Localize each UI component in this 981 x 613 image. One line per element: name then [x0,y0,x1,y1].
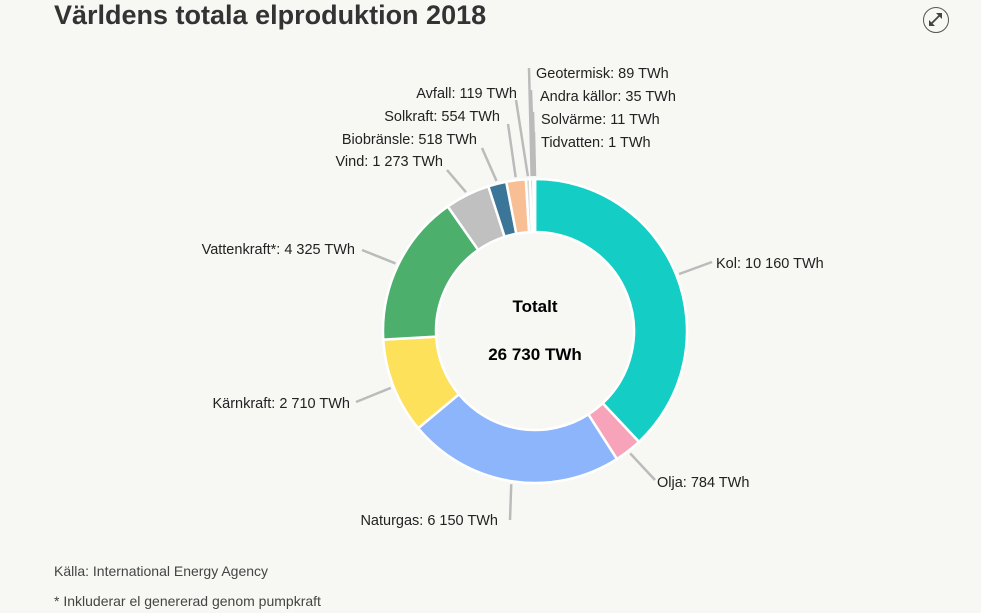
slice-label: Kol: 10 160 TWh [716,256,824,272]
slice-label: Avfall: 119 TWh [416,86,517,102]
slice-label: Tidvatten: 1 TWh [541,135,651,151]
leader-line [514,99,530,177]
slice-label: Andra källor: 35 TWh [540,89,676,105]
expand-arrows-icon [929,13,942,26]
source-note: Källa: International Energy Agency [54,563,269,579]
leader-line [629,452,656,481]
slice-label: Solkraft: 554 TWh [384,109,500,125]
footnote: * Inkluderar el genererad genom pumpkraf… [54,593,321,609]
leader-line [355,386,392,404]
leader-line [527,67,533,177]
leader-line [506,123,517,178]
slice-label: Vattenkraft*: 4 325 TWh [202,242,355,258]
slice-naturgas[interactable] [416,392,619,485]
slice-label: Kärnkraft: 2 710 TWh [212,396,350,412]
chart-title: Världens totala elproduktion 2018 [54,0,487,30]
donut-chart: Kol: 10 160 TWh Olja: 784 TWh Naturgas: 6 … [202,66,824,529]
slice-kol[interactable] [533,177,689,444]
slice-label: Olja: 784 TWh [657,475,749,491]
leader-line [678,260,713,276]
leader-line [446,169,467,194]
center-label: Totalt [512,297,557,316]
slice-label: Vind: 1 273 TWh [336,154,443,170]
leader-line [480,147,498,182]
slice-label: Naturgas: 6 150 TWh [360,513,498,529]
leader-line [532,131,537,177]
slice-label: Geotermisk: 89 TWh [536,66,669,82]
leader-line [361,248,396,265]
slice-label: Biobränsle: 518 TWh [342,132,477,148]
center-value: 26 730 TWh [488,345,582,364]
leader-line [508,484,513,521]
slice-label: Solvärme: 11 TWh [541,112,660,128]
expand-button[interactable] [923,7,949,33]
